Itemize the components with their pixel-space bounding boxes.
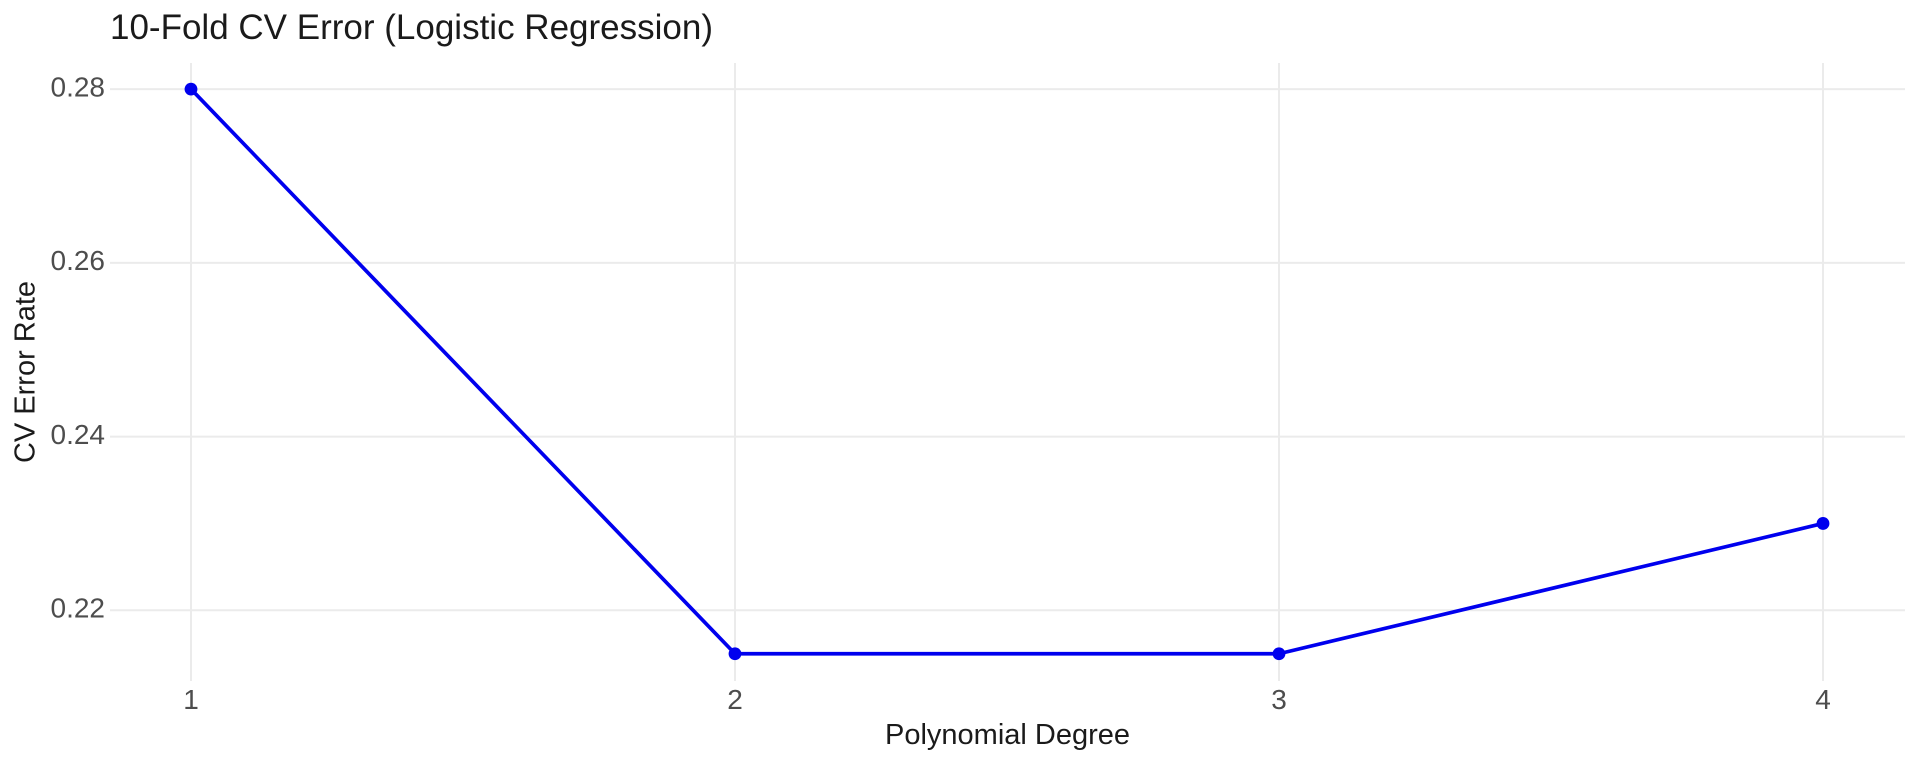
svg-text:3: 3 [1271,684,1287,715]
svg-text:4: 4 [1815,684,1831,715]
svg-text:1: 1 [183,684,199,715]
svg-text:0.24: 0.24 [51,419,106,450]
svg-text:2: 2 [727,684,743,715]
svg-text:0.26: 0.26 [51,245,106,276]
svg-text:0.22: 0.22 [51,593,106,624]
svg-text:0.28: 0.28 [51,71,106,102]
